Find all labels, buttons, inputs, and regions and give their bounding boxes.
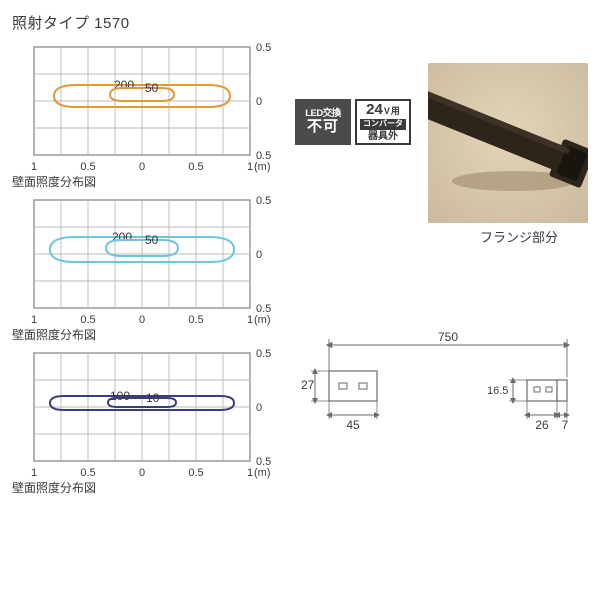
badge-24-bottom: 器具外 [368,131,398,142]
x-tick-label: 1 [247,467,253,479]
x-tick-label: 0 [139,161,145,173]
dim-overall: 750 [438,331,458,344]
dim-left-w: 45 [346,418,360,432]
badge-24-number: 24 [366,102,383,119]
contour-label: 200 [114,78,134,92]
x-tick-label: 0.5 [80,161,95,173]
y-tick-label: 0.5 [256,303,271,315]
left-bracket [329,371,377,401]
distribution-chart: 2005010.500.51(m)0.500.5 [12,41,272,189]
x-tick-label: 0.5 [188,314,203,326]
chart-block: 2005010.500.51(m)0.500.5 壁面照度分布図 [12,41,277,190]
x-unit-label: (m) [254,314,271,326]
y-tick-label: 0 [256,402,262,414]
y-tick-label: 0.5 [256,348,271,360]
y-tick-label: 0 [256,96,262,108]
dim-right-w: 26 [535,418,549,432]
y-tick-label: 0.5 [256,150,271,162]
dim-right-h: 16.5 [487,385,508,397]
x-tick-label: 0.5 [188,467,203,479]
x-tick-label: 1 [31,161,37,173]
x-tick-label: 0.5 [80,467,95,479]
x-tick-label: 0 [139,314,145,326]
flange-photo-caption: フランジ部分 [480,227,558,246]
x-tick-label: 1 [31,314,37,326]
flange-photo [428,63,588,223]
dimension-svg: 750 27 45 16.5 26 7 [299,331,589,451]
chart-block: 2005010.500.51(m)0.500.5 壁面照度分布図 [12,194,277,343]
page-title: 照射タイプ 1570 [12,12,588,33]
x-tick-label: 0.5 [80,314,95,326]
distribution-chart: 1001010.500.51(m)0.500.5 [12,347,272,495]
badge-led-bottom: 不可 [307,119,339,136]
x-tick-label: 0.5 [188,161,203,173]
badge-led-nonreplaceable: LED交換 不可 [295,99,351,145]
badge-24v-converter: 24 V 用 コンバータ 器具外 [355,99,411,145]
distribution-chart: 2005010.500.51(m)0.500.5 [12,194,272,342]
contour-label: 50 [145,81,159,95]
x-unit-label: (m) [254,161,271,173]
chart-block: 1001010.500.51(m)0.500.5 壁面照度分布図 [12,347,277,496]
dim-left-h: 27 [301,378,315,392]
badge-24-suffix: 用 [391,107,400,117]
right-column: LED交換 不可 24 V 用 コンバータ 器具外 [295,41,588,500]
x-tick-label: 1 [31,467,37,479]
x-unit-label: (m) [254,467,271,479]
y-tick-label: 0 [256,249,262,261]
x-tick-label: 1 [247,161,253,173]
y-tick-label: 0.5 [256,195,271,207]
badge-24-mid: コンバータ [360,119,406,130]
y-tick-label: 0.5 [256,42,271,54]
contour-label: 50 [145,233,159,247]
dimension-drawing: 750 27 45 16.5 26 7 [299,331,589,451]
charts-column: 2005010.500.51(m)0.500.5 壁面照度分布図2005010.… [12,41,277,500]
badge-24-v: V [384,107,390,117]
x-tick-label: 1 [247,314,253,326]
contour-label: 200 [112,230,132,244]
y-tick-label: 0.5 [256,456,271,468]
dim-right-extra: 7 [562,418,569,432]
flange-photo-svg [428,63,588,223]
x-tick-label: 0 [139,467,145,479]
main-layout: 2005010.500.51(m)0.500.5 壁面照度分布図2005010.… [12,41,588,500]
contour-label: 100 [110,389,130,403]
contour-label: 10 [146,391,160,405]
